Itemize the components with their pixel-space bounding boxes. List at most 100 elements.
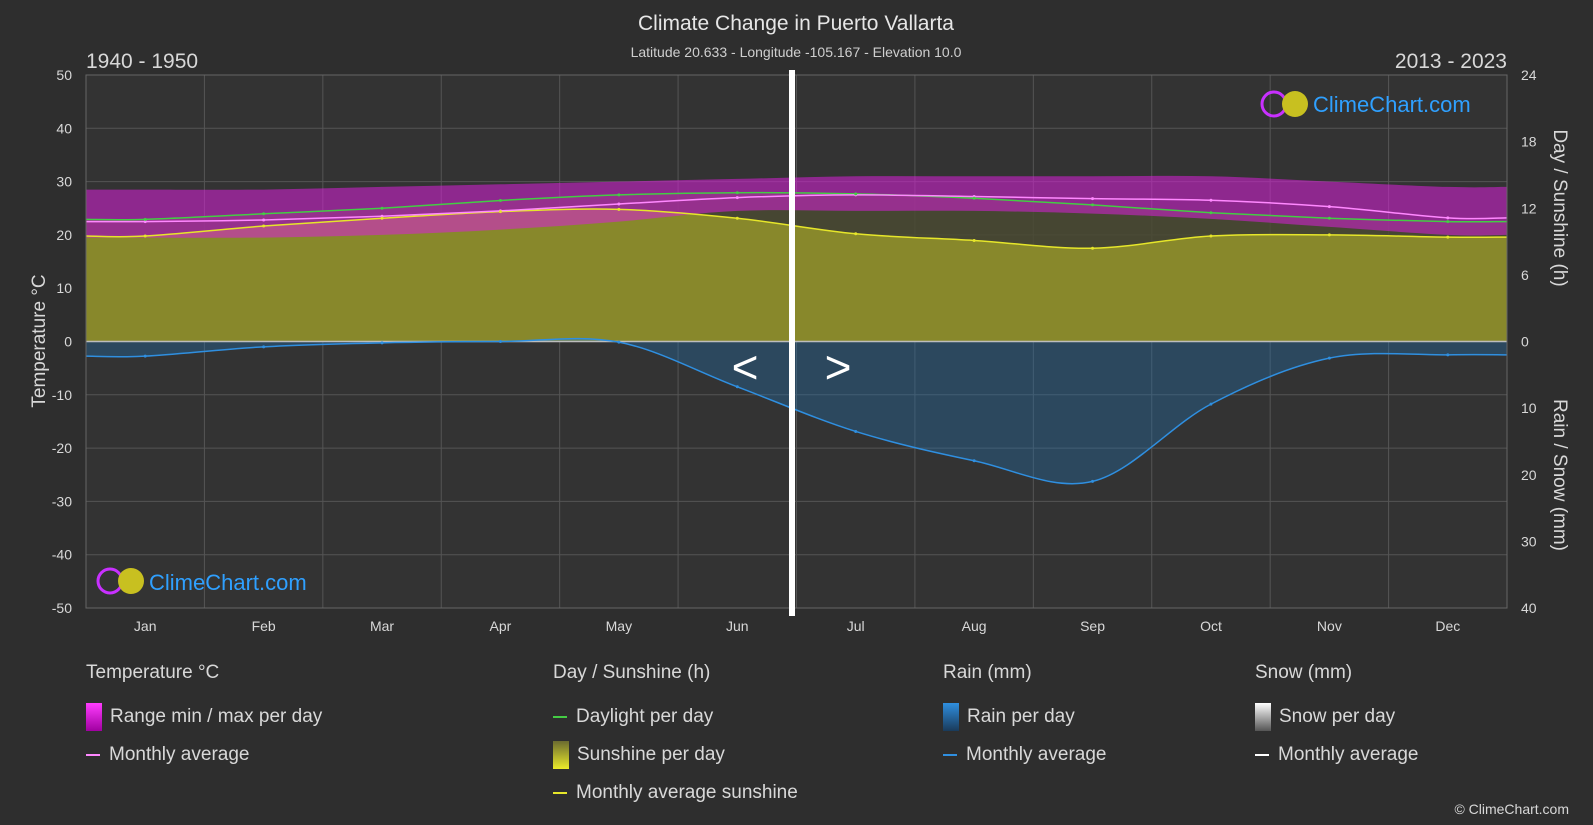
x-tick-label: Apr [490,618,512,634]
temperature-avg-point [1446,216,1450,220]
x-tick-label: Mar [370,618,394,634]
rain-avg-point [262,345,266,349]
right-axis-title-bottom: Rain / Snow (mm) [1549,399,1570,551]
x-tick-label: Aug [962,618,987,634]
legend-rain: Rain (mm) Rain per day Monthly average [943,662,1106,774]
sunshine-avg-point [498,210,502,214]
daylight-point [1327,216,1331,220]
x-tick-label: Sep [1080,618,1105,634]
daylight-point [143,217,147,221]
legend-sunshine-day: Sunshine per day [553,736,798,774]
daylight-point [498,198,502,202]
sunshine-avg-point [262,224,266,228]
legend-rain-avg: Monthly average [943,736,1106,774]
climate-chart: Climate Change in Puerto Vallarta Latitu… [29,12,1570,634]
left-tick-label: 0 [64,334,72,350]
left-axis-title: Temperature °C [29,274,50,407]
legend-sunshine-title: Day / Sunshine (h) [553,662,711,683]
legend-sunshine-day-label: Sunshine per day [577,744,725,765]
rain-avg-point [380,341,384,345]
left-tick-label: -50 [52,600,72,616]
sunshine-swatch [553,741,569,769]
legend-rain-day: Rain per day [943,698,1106,736]
x-tick-label: Dec [1435,618,1460,634]
x-tick-label: Jan [134,618,157,634]
right-axis-title-top: Day / Sunshine (h) [1549,129,1570,286]
sunshine-avg-swatch [553,792,567,794]
sunshine-avg-point [1446,235,1450,239]
legend-temperature: Temperature °C Range min / max per day M… [86,662,322,774]
daylight-point [617,193,621,197]
chart-subtitle: Latitude 20.633 - Longitude -105.167 - E… [631,44,962,60]
daylight-point [854,192,858,196]
legend-temperature-title: Temperature °C [86,662,220,683]
watermark-bottom-text: ClimeChart.com [149,570,307,595]
legend-rain-title: Rain (mm) [943,662,1032,683]
sunshine-avg-point [1091,246,1095,250]
legend-temp-avg: Monthly average [86,736,322,774]
left-tick-label: 40 [56,120,72,136]
right-tick-label-mm: 30 [1521,533,1537,549]
rain-avg-point [1091,479,1095,483]
logo-sun-icon [118,568,144,594]
chart-title: Climate Change in Puerto Vallarta [638,12,954,35]
period-right-label: 2013 - 2023 [1395,50,1507,73]
watermark-top-text: ClimeChart.com [1313,92,1471,117]
temp-range-swatch [86,703,102,731]
legend-temp-range-label: Range min / max per day [110,706,323,727]
x-tick-label: Jun [726,618,749,634]
rain-avg-line [85,337,1508,485]
daylight-point [1091,203,1095,207]
legend-snow-day: Snow per day [1255,698,1418,736]
right-tick-label-mm: 20 [1521,467,1537,483]
right-tick-label-mm: 40 [1521,600,1537,616]
left-tick-label: -20 [52,440,72,456]
daylight-point [262,212,266,216]
rain-avg-point [143,354,147,358]
temperature-avg-point [143,220,147,224]
legend-snow-day-label: Snow per day [1279,706,1396,727]
sunshine-area [86,209,1507,342]
legend-sunshine: Day / Sunshine (h) Daylight per day Suns… [553,662,798,812]
temperature-avg-point [1209,198,1213,202]
right-tick-label-hours: 12 [1521,200,1537,216]
right-tick-label-hours: 0 [1521,334,1529,350]
sunshine-avg-point [617,207,621,211]
sunshine-avg-point [972,238,976,242]
legend-snow: Snow (mm) Snow per day Monthly average [1255,662,1418,774]
temp-avg-swatch [86,754,100,756]
nav-next-arrow[interactable]: > [825,341,852,393]
left-tick-label: -40 [52,547,72,563]
daylight-point [972,196,976,200]
left-tick-label: -10 [52,387,72,403]
left-tick-label: -30 [52,493,72,509]
x-tick-label: Oct [1200,618,1222,634]
legend-temp-range: Range min / max per day [86,698,322,736]
rain-avg-point [1327,356,1331,360]
plot-area: 50 40 30 20 10 0 -10 -20 -30 -40 -50 24 18 12 6 0 10 20 30… [52,67,1537,634]
daylight-point [735,191,739,195]
daylight-point [1209,211,1213,215]
sunshine-avg-point [735,216,739,220]
legend-snow-avg-label: Monthly average [1278,744,1419,765]
x-tick-label: May [606,618,632,634]
left-tick-label: 30 [56,174,72,190]
nav-prev-arrow[interactable]: < [732,341,759,393]
legend-daylight-label: Daylight per day [576,706,714,727]
snow-avg-swatch [1255,754,1269,756]
rain-avg-point [735,385,739,389]
temperature-avg-point [1327,205,1331,209]
sunshine-avg-point [854,232,858,236]
rain-avg-point [1209,402,1213,406]
daylight-point [380,206,384,210]
sunshine-avg-point [143,234,147,238]
rain-avg-point [972,459,976,463]
x-tick-label: Feb [252,618,276,634]
watermark-bottom: ClimeChart.com [96,567,307,595]
plot-border [85,74,1508,609]
rain-avg-point [617,340,621,344]
legend-temp-avg-label: Monthly average [109,744,250,765]
temperature-avg-point [262,218,266,222]
rain-avg-point [854,429,858,433]
period-divider-handle[interactable] [789,70,795,616]
